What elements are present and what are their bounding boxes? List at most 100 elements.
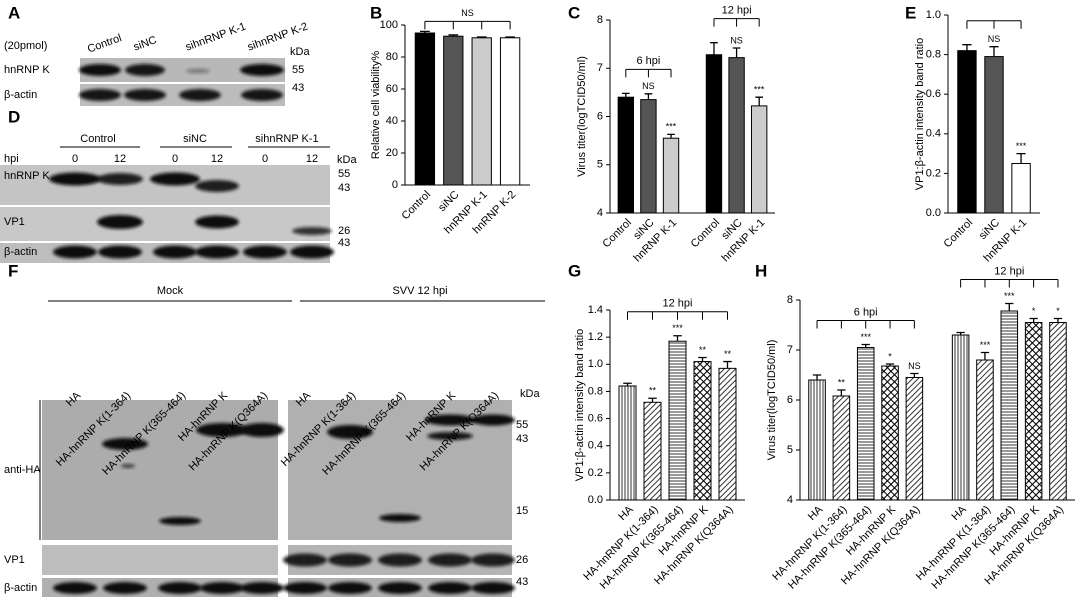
x-tick-label: HA [616,503,636,523]
band [378,582,422,594]
group-label: sihnRNP K-1 [255,133,318,145]
bracket [625,68,672,78]
band [241,89,283,101]
significance-label: *** [672,323,683,333]
band [328,582,372,594]
panel-label: F [8,261,18,280]
y-tick-label: 7 [787,344,793,356]
band [159,517,201,525]
y-tick-label: 4 [597,207,603,219]
band [471,582,515,594]
y-tick-label: 0.4 [588,440,603,452]
row-label: β-actin [4,89,37,101]
group-label: NS [461,8,474,18]
bar [662,137,680,214]
hpi-label: hpi [4,153,19,165]
y-tick-label: 40 [386,115,398,127]
bar [443,35,464,186]
band [290,245,334,259]
time-label: 12 [114,153,126,165]
band [195,245,239,259]
bar [1000,310,1019,501]
bar [832,395,851,501]
band [53,245,97,259]
x-tick-label: HA [950,503,970,523]
y-axis-label: Virus titer(logTCID50/ml) [576,56,588,177]
bar [668,340,687,501]
significance-label: NS [730,35,743,45]
bar [856,347,875,501]
y-axis-label: Virus titer(logTCID50/ml) [766,340,778,461]
panel-label: E [905,3,916,22]
band [379,514,421,522]
band [97,215,143,229]
significance-label: ** [649,386,657,396]
row-label: VP1 [4,216,25,228]
condition-label: Mock [157,285,184,297]
bar [640,99,657,214]
y-tick-label: 0.2 [588,467,603,479]
error-bar [1005,302,1014,311]
bar [984,56,1004,214]
error-bar [710,42,718,55]
band [179,89,221,101]
significance-label: * [888,351,892,361]
row-label: β-actin [4,246,37,258]
bar [643,401,662,501]
y-tick-label: 7 [597,62,603,74]
bar [808,379,826,501]
band [428,582,472,594]
significance-label: ** [699,345,707,355]
error-bar [755,96,764,106]
condition-label: SVV 12 hpi [392,285,447,297]
error-bar [1016,152,1026,164]
y-tick-label: 6 [787,394,793,406]
marker-label: 43 [292,82,304,94]
y-tick-label: 5 [787,444,793,456]
y-tick-label: 80 [386,51,398,63]
error-bar [673,335,682,342]
group-label: 12 hpi [994,265,1024,277]
marker-label: 26 [516,554,528,566]
marker-label: 43 [516,576,528,588]
error-bar [910,372,919,378]
band [378,553,422,567]
band [102,438,148,450]
band [292,227,332,235]
panel-label: H [755,261,767,280]
blot-background [0,165,330,205]
band [103,582,147,594]
band [186,68,210,74]
amount-label: (20pmol) [4,40,47,52]
error-bar [667,133,675,139]
y-tick-label: 1.0 [588,358,603,370]
row-label: anti-HA [4,464,41,476]
time-label: 0 [72,153,78,165]
y-tick-label: 20 [386,147,398,159]
group-label: 12 hpi [663,298,693,310]
bar [718,367,737,501]
error-bar [505,36,515,38]
band [79,89,121,101]
group-label: 6 hpi [854,306,878,318]
bar [1049,322,1067,501]
band [49,172,101,186]
bar [617,96,635,214]
bar [881,365,899,501]
band [121,464,135,468]
y-tick-label: 100 [380,19,398,31]
y-tick-label: 0.6 [588,412,603,424]
marker-label: 43 [516,433,528,445]
band [150,172,200,186]
y-tick-label: 0.6 [926,88,941,100]
y-tick-label: 4 [787,494,793,506]
row-label: hnRNP K [4,170,50,182]
significance-label: *** [754,85,765,95]
band [283,582,327,594]
band [98,245,142,259]
blot-background [42,400,278,540]
bar [750,105,768,214]
time-label: 0 [172,153,178,165]
band [97,173,143,185]
y-tick-label: 5 [597,159,603,171]
